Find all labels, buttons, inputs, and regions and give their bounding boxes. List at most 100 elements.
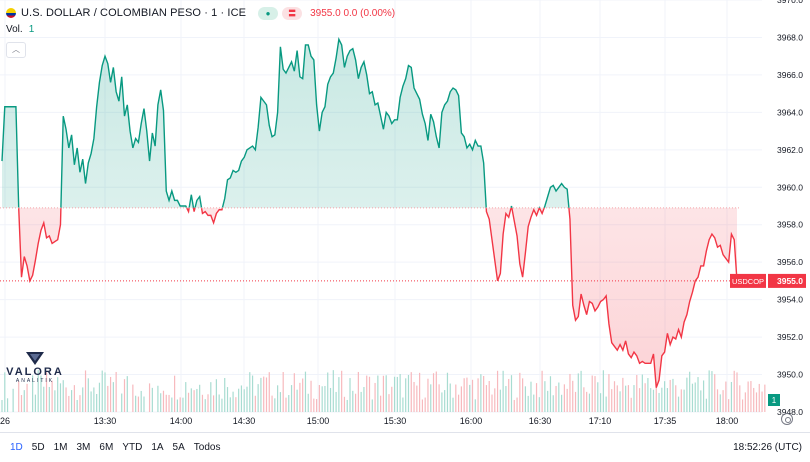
y-tick-label: 3968.0 — [777, 32, 803, 42]
y-tick-label: 3948.0 — [777, 407, 803, 417]
settings-gear-icon[interactable] — [781, 413, 793, 425]
volume-bar — [174, 375, 176, 412]
market-status-icon[interactable]: ● — [258, 6, 279, 20]
volume-bar — [611, 389, 613, 412]
volume-bar — [449, 383, 451, 412]
volume-bar — [18, 381, 20, 412]
volume-bar — [385, 375, 387, 412]
volume-bar — [755, 392, 758, 412]
volume-bar — [374, 382, 376, 412]
volume-bar — [210, 382, 212, 412]
volume-bar — [171, 397, 173, 412]
volume-bar — [544, 381, 546, 412]
volume-bar — [349, 378, 351, 412]
volume-bar — [677, 396, 680, 412]
volume-bar — [187, 392, 190, 412]
volume-bar — [107, 385, 109, 412]
volume-bar — [510, 375, 513, 412]
volume-bar — [555, 385, 557, 412]
volume-bar — [633, 385, 635, 412]
volume-bar — [254, 395, 256, 412]
volume-bar — [123, 379, 126, 412]
x-tick-label: 16:30 — [529, 416, 552, 426]
volume-bar — [658, 392, 660, 412]
volume-bar — [260, 377, 262, 412]
volume-bar — [538, 397, 540, 412]
volume-bar — [199, 384, 201, 412]
volume-bar — [132, 384, 134, 412]
range-button-6m[interactable]: 6M — [99, 442, 114, 453]
volume-bar — [608, 374, 610, 412]
volume-bar — [338, 377, 340, 412]
volume-bar — [616, 385, 618, 412]
range-button-1a[interactable]: 1A — [151, 442, 164, 453]
volume-bar — [271, 395, 273, 412]
volume-bar — [566, 388, 568, 412]
volume-legend: Vol. 1 — [6, 24, 35, 35]
volume-bar — [485, 385, 488, 412]
range-button-1m[interactable]: 1M — [53, 442, 68, 453]
x-tick-label: 17:10 — [589, 416, 612, 426]
volume-bar — [496, 370, 499, 412]
volume-bar — [619, 391, 621, 412]
y-tick-label: 3952.0 — [777, 332, 803, 342]
volume-bar — [23, 390, 25, 412]
volume-bar — [263, 376, 265, 412]
range-button-1d[interactable]: 1D — [10, 442, 23, 453]
volume-bar — [6, 398, 9, 412]
volume-bar — [416, 385, 418, 412]
volume-bar — [354, 393, 357, 412]
volume-bar — [405, 378, 407, 412]
volume-bar — [452, 397, 454, 412]
flag-marker-icon[interactable]: 〓 — [282, 6, 303, 20]
volume-bar — [193, 390, 195, 412]
volume-bar — [588, 393, 591, 412]
range-button-ytd[interactable]: YTD — [122, 442, 143, 453]
volume-bar — [708, 370, 710, 412]
chevron-up-icon[interactable]: ︿ — [6, 42, 26, 58]
range-button-5a[interactable]: 5A — [172, 442, 185, 453]
y-tick-label: 3964.0 — [777, 107, 803, 117]
volume-bar — [12, 388, 14, 412]
volume-bar — [661, 387, 663, 412]
volume-bar — [597, 382, 599, 412]
volume-bar — [368, 376, 371, 412]
range-button-todos[interactable]: Todos — [193, 442, 221, 453]
volume-tag-value: 1 — [772, 396, 777, 405]
volume-bar — [413, 381, 415, 412]
x-tick-label: 17:35 — [654, 416, 677, 426]
range-button-5d[interactable]: 5D — [31, 442, 45, 453]
volume-bar — [419, 372, 421, 412]
symbol-title[interactable]: U.S. DOLLAR / COLOMBIAN PESO · 1 · ICE — [21, 7, 247, 19]
volume-bar — [460, 386, 462, 412]
volume-bar — [341, 370, 343, 412]
volume-bar — [34, 394, 37, 412]
volume-bar — [382, 375, 385, 412]
volume-bar — [424, 397, 426, 412]
volume-bar — [711, 371, 713, 412]
volume-bar — [399, 374, 401, 412]
range-button-3m[interactable]: 3M — [76, 442, 91, 453]
volume-bar — [680, 389, 682, 412]
volume-bar — [226, 387, 229, 412]
volume-bar — [480, 374, 482, 412]
clock[interactable]: 18:52:26 (UTC) — [733, 442, 802, 453]
volume-bar — [165, 394, 167, 412]
volume-bar — [577, 373, 579, 412]
valora-logo: VALORA ANALITIK — [6, 350, 64, 390]
volume-bar — [324, 385, 326, 412]
volume-bar — [636, 374, 638, 412]
x-tick-label: 18:00 — [716, 416, 739, 426]
usd-cop-flag-icon — [6, 8, 16, 18]
volume-bar — [719, 394, 721, 412]
symbol-header: U.S. DOLLAR / COLOMBIAN PESO · 1 · ICE ●… — [6, 6, 395, 20]
volume-bar — [630, 397, 632, 412]
volume-bar — [380, 395, 382, 412]
volume-bar — [750, 381, 752, 412]
volume-bar — [705, 398, 707, 412]
volume-bar — [410, 372, 412, 412]
volume-bar — [477, 378, 479, 412]
volume-bar — [569, 373, 571, 412]
volume-legend-value: 1 — [28, 24, 35, 35]
